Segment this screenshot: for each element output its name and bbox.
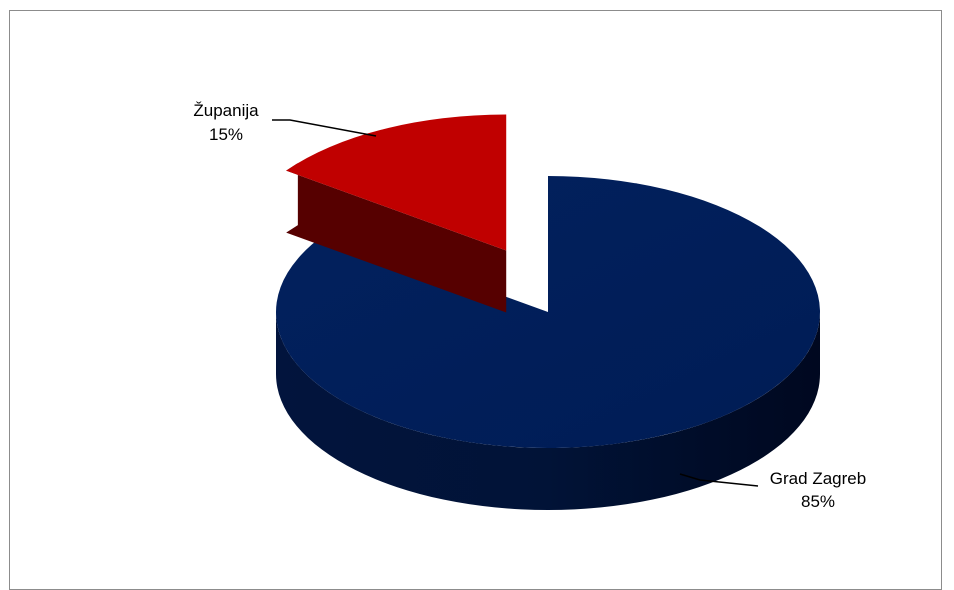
- slice-zupanija: [286, 114, 507, 313]
- slice-zupanija-side: [286, 163, 507, 313]
- slice-grad-zagreb-side: [276, 312, 820, 510]
- leader-line-zupanija: [272, 119, 377, 137]
- slice-zupanija-top: [286, 114, 507, 251]
- data-label-grad-zagreb-name: Grad Zagreb: [770, 469, 866, 488]
- data-label-zupanija-name: Županija: [193, 101, 259, 120]
- data-label-grad-zagreb-value: 85%: [801, 492, 835, 511]
- slice-grad-zagreb-top: [276, 176, 821, 449]
- pie-chart: Županija 15% Grad Zagreb 85%: [193, 101, 866, 511]
- data-label-zupanija-value: 15%: [209, 125, 243, 144]
- slice-grad-zagreb: [276, 176, 821, 510]
- leader-line-grad-zagreb: [679, 473, 759, 487]
